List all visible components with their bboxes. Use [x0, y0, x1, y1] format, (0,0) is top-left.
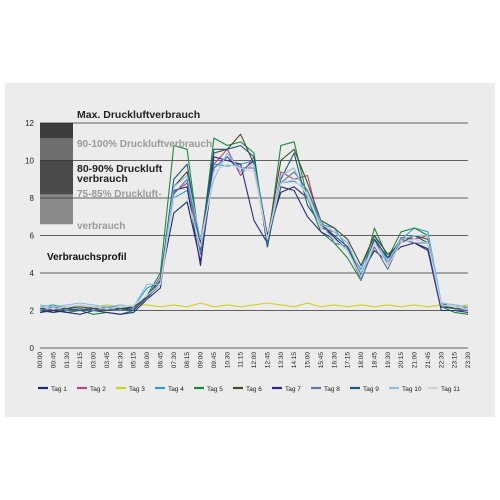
x-tick-30: 22:30	[438, 352, 445, 369]
y-tick-2: 2	[30, 307, 35, 316]
x-tick-19: 14:15	[291, 352, 298, 369]
x-tick-22: 16:30	[331, 352, 338, 369]
legend: Tag 1 Tag 2 Tag 3 Tag 4 Tag 5 Tag 6 Tag 7 Tag 8…	[38, 386, 460, 393]
consumption-zones	[40, 123, 73, 225]
y-tick-6: 6	[30, 232, 35, 241]
zone-label-75-line2: verbrauch	[77, 221, 125, 232]
x-tick-15: 11:15	[238, 352, 245, 368]
zone-block-75	[40, 194, 73, 225]
x-tick-9: 06:45	[157, 352, 164, 369]
legend-label-4: Tag 4	[168, 386, 184, 393]
x-tick-25: 18:45	[371, 352, 378, 369]
legend-label-10: Tag 10	[402, 386, 422, 393]
zone-block-90	[40, 138, 73, 161]
x-tick-7: 05:15	[131, 352, 138, 369]
y-tick-labels: 0 2 4 6 8 10 12	[25, 119, 34, 353]
series-line-8	[39, 156, 469, 312]
x-tick-28: 21:00	[412, 352, 419, 369]
zone-labels: Max. Druckluftverbrauch 90-100% Druckluf…	[47, 109, 212, 263]
zone-label-80-line1: 80-90% Druckluft	[77, 163, 163, 175]
x-tick-31: 23:15	[452, 352, 459, 369]
x-tick-3: 02:15	[77, 352, 84, 369]
x-tick-11: 08:15	[184, 352, 191, 369]
x-tick-29: 21:45	[425, 352, 432, 369]
legend-label-8: Tag 8	[324, 386, 340, 393]
grid-lines	[40, 122, 468, 349]
y-tick-4: 4	[30, 269, 35, 278]
x-tick-14: 10:30	[224, 352, 231, 369]
x-tick-24: 18:00	[358, 352, 365, 369]
x-tick-20: 15:00	[305, 352, 312, 369]
x-tick-12: 09:00	[198, 352, 205, 369]
x-tick-21: 15:45	[318, 352, 325, 369]
series-line-3	[39, 302, 469, 308]
x-tick-4: 03:00	[91, 352, 98, 369]
x-tick-6: 04:30	[117, 352, 124, 369]
x-tick-labels: 00:00 00:45 01:30 02:15 03:00 03:45 04:30 05:15…	[37, 352, 472, 369]
legend-label-1: Tag 1	[51, 386, 67, 393]
panel-background	[5, 83, 495, 417]
x-tick-26: 19:30	[385, 352, 392, 369]
y-tick-10: 10	[25, 157, 34, 166]
series-line-9	[39, 144, 469, 312]
x-tick-32: 23:30	[465, 352, 472, 369]
x-tick-17: 12:45	[264, 352, 271, 369]
y-tick-12: 12	[25, 119, 34, 128]
x-tick-10: 07:30	[171, 352, 178, 369]
zone-label-80-line2: verbrauch	[77, 173, 128, 185]
x-tick-2: 01:30	[64, 352, 71, 369]
zone-block-80	[40, 160, 73, 198]
legend-label-2: Tag 2	[90, 386, 106, 393]
x-tick-16: 12:00	[251, 352, 258, 369]
legend-label-9: Tag 9	[363, 386, 379, 393]
zone-label-90: 90-100% Druckluftverbrauch	[77, 139, 212, 150]
y-tick-8: 8	[30, 194, 35, 203]
legend-label-11: Tag 11	[441, 386, 460, 393]
zone-label-max: Max. Druckluftverbrauch	[77, 109, 200, 121]
legend-label-3: Tag 3	[129, 386, 145, 393]
x-tick-5: 03:45	[104, 352, 111, 369]
legend-label-7: Tag 7	[285, 386, 301, 393]
series-lines	[39, 133, 469, 315]
y-tick-0: 0	[30, 344, 35, 353]
x-tick-8: 06:00	[144, 352, 151, 369]
x-tick-18: 13:30	[278, 352, 285, 369]
x-tick-0: 00:00	[37, 352, 44, 369]
x-tick-27: 20:15	[398, 352, 405, 369]
legend-label-6: Tag 6	[246, 386, 262, 393]
x-tick-13: 09:45	[211, 352, 218, 369]
x-tick-23: 17:15	[345, 352, 352, 369]
profile-label: Verbrauchsprofil	[47, 252, 127, 263]
zone-label-75-line1: 75-85% Druckluft-	[77, 189, 161, 200]
x-tick-1: 00:45	[50, 352, 57, 369]
legend-label-5: Tag 5	[207, 386, 223, 393]
series-line-10	[39, 152, 469, 308]
series-line-11	[39, 163, 469, 310]
